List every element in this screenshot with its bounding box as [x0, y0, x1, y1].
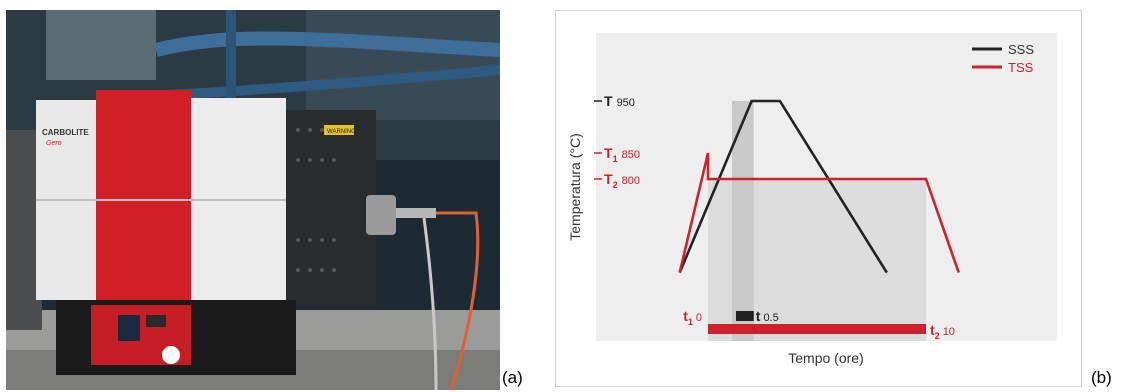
- x-axis-label: Tempo (ore): [788, 350, 863, 366]
- panel-label-a: (a): [502, 368, 523, 387]
- time-bar-t2: [708, 324, 926, 334]
- legend-label-tss: TSS: [1008, 60, 1034, 75]
- series-line-tss: [678, 152, 960, 274]
- warning-label: WARNING: [327, 129, 356, 135]
- y-tick-label-2: T2 800: [604, 171, 640, 190]
- legend-label-sss: SSS: [1008, 42, 1034, 57]
- furnace-photo: WARNING CARBOLITE Gero: [6, 10, 500, 390]
- brand-carbolite: CARBOLITE: [42, 128, 89, 137]
- time-label-2: t2 10: [930, 322, 955, 341]
- time-label-0: t 0.5: [756, 308, 779, 324]
- time-bar-t-half: [735, 311, 754, 321]
- chart-svg: t 0.5 t1 0 t2 10 T 950 T1 850 T2 800 SSS TSS Tempo …: [567, 33, 1057, 366]
- y-axis-label: Temperatura (°C): [567, 133, 583, 241]
- y-tick-label-0: T 950: [604, 93, 635, 109]
- chart-panel: t 0.5 t1 0 t2 10 T 950 T1 850 T2 800 SSS TSS Tempo …: [555, 10, 1082, 387]
- panel-label-b: (b): [1091, 368, 1112, 387]
- shaded-region-dark: [731, 101, 754, 341]
- y-tick-label-1: T1 850: [604, 145, 640, 164]
- brand-gero: Gero: [46, 140, 62, 147]
- series-line-sss: [678, 99, 888, 274]
- time-label-1: t1 0: [683, 308, 702, 327]
